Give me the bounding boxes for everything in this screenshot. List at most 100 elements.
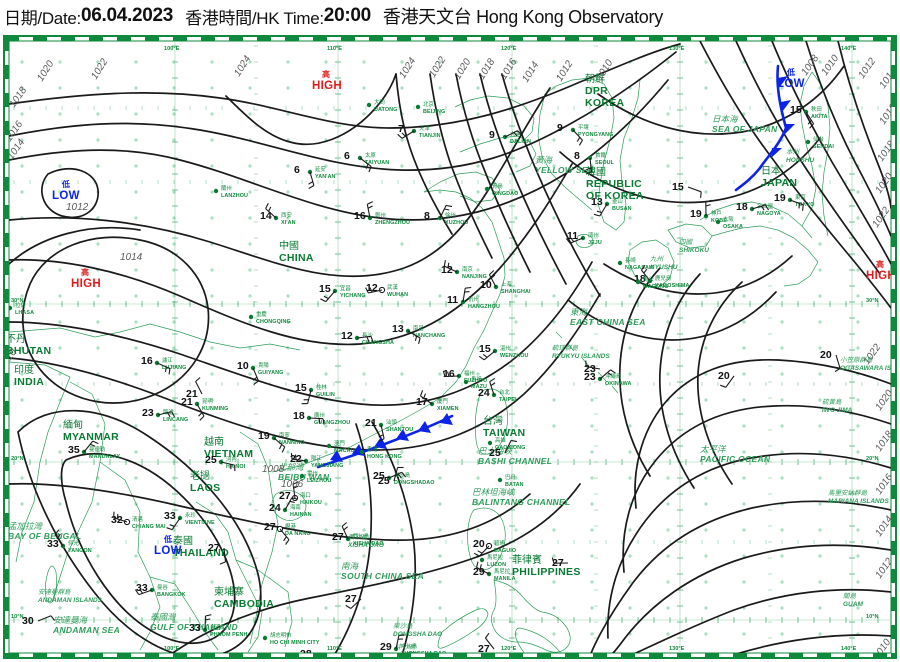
wind-barb-feather [517, 130, 522, 136]
station-name-en: NAGOYA [757, 211, 781, 217]
station-name-en: OSAKA [723, 224, 743, 230]
isobar-label: 1008 [262, 464, 285, 475]
station-name-en: HANGZHOU [468, 304, 500, 310]
wind-barb-feather [366, 336, 370, 342]
wind-barb-feather [442, 370, 446, 377]
wind-barb-feather [265, 203, 269, 209]
wind-barb [157, 411, 172, 416]
station-name-cn: 胡志明市 [270, 631, 292, 639]
station-plot[interactable]: 中沙島ZHONGSHA DAO 29 [380, 634, 446, 657]
observation-plot: 21 [186, 377, 203, 400]
wind-barb-feather [283, 536, 287, 542]
sea-label-cn: 安達曼海 [53, 615, 89, 625]
wind-barb-feather [397, 133, 403, 139]
wind-barb-feather [219, 561, 226, 565]
island-label-cn: 關島 [843, 592, 857, 600]
station-temperature: 32 [111, 514, 123, 526]
station-name-en: BANGKOK [157, 592, 186, 598]
station-name-en: LUJIANG [162, 365, 186, 371]
wind-barb-feather [166, 527, 173, 531]
weather-map[interactable]: 日本海 SEA OF JAPAN 黃海 YELLOW SEA 東海 EAST CHINA … [0, 32, 900, 662]
observation-temperature: 20 [820, 349, 832, 361]
observation-temperature: 25 [378, 475, 390, 487]
wind-barb-feather [368, 166, 372, 173]
country-label-en: VIETNAM [204, 448, 253, 460]
country-label-cn: 老撾 [190, 469, 210, 482]
station-name-cn: 溫州 [500, 344, 511, 352]
station-name-cn: 桂林 [316, 383, 327, 391]
station-temperature: 9 [489, 129, 495, 141]
station-name-en: BAGUIO [494, 548, 516, 554]
station-name-cn: 巴丹 [505, 474, 516, 481]
